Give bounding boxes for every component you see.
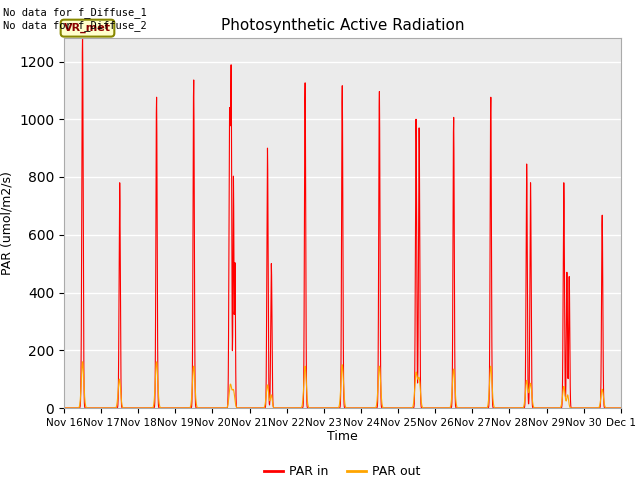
PAR in xyxy=(568,405,575,411)
PAR out xyxy=(60,405,68,411)
PAR out xyxy=(617,405,625,411)
PAR out xyxy=(216,405,223,411)
PAR in xyxy=(504,405,512,411)
Legend: PAR in, PAR out: PAR in, PAR out xyxy=(259,460,426,480)
PAR out xyxy=(568,405,575,411)
PAR out xyxy=(359,405,367,411)
Y-axis label: PAR (umol/m2/s): PAR (umol/m2/s) xyxy=(1,171,13,275)
PAR in xyxy=(79,32,86,37)
Text: VR_met: VR_met xyxy=(64,23,111,33)
PAR out xyxy=(371,405,379,411)
Text: No data for f_Diffuse_1
No data for f_Diffuse_2: No data for f_Diffuse_1 No data for f_Di… xyxy=(3,7,147,31)
PAR in xyxy=(359,405,367,411)
PAR in xyxy=(216,405,223,411)
Line: PAR out: PAR out xyxy=(64,362,621,408)
X-axis label: Time: Time xyxy=(327,431,358,444)
PAR in xyxy=(584,405,591,411)
Title: Photosynthetic Active Radiation: Photosynthetic Active Radiation xyxy=(221,18,464,33)
PAR out xyxy=(504,405,512,411)
PAR in xyxy=(371,405,379,411)
PAR out xyxy=(79,359,86,365)
PAR in xyxy=(617,405,625,411)
Line: PAR in: PAR in xyxy=(64,35,621,408)
PAR out xyxy=(580,405,588,411)
PAR out xyxy=(584,405,591,411)
PAR in xyxy=(60,405,68,411)
